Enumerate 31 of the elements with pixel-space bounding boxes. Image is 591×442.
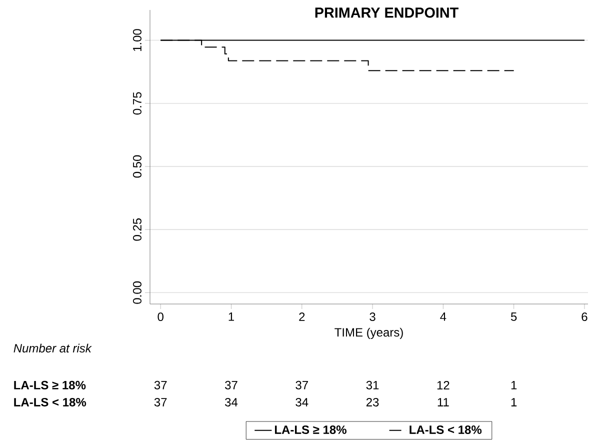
text: 37 [154,398,167,406]
text: 37 [296,380,308,390]
y-tick-label: 0.75 [132,92,142,115]
text: 37 [154,380,167,390]
chart-title: PRIMARY ENDPOINT [315,8,458,18]
x-tick-label: 0 [158,312,164,322]
text: 23 [366,398,379,406]
x-axis-title: TIME (years) [334,328,403,339]
text: 12 [437,380,450,390]
x-tick-label: 1 [228,312,234,321]
text: 11 [438,398,449,406]
legend-label: LA-LS ≥ 18% [274,425,346,434]
text: 31 [366,380,379,390]
text: 34 [225,398,238,406]
x-tick-label: 3 [370,312,376,322]
x-tick-label: 4 [440,312,446,321]
x-tick-label: 6 [582,312,588,322]
y-tick-label: 1.00 [132,29,142,52]
legend-label: LA-LS < 18% [410,425,482,434]
y-tick-label: 0.00 [132,281,142,304]
y-tick-label: 0.25 [132,218,142,241]
y-tick-label: 0.50 [132,155,142,178]
text: 37 [225,380,238,390]
text: LA-LS ≥ 18% [14,380,86,390]
text: 1 [511,398,517,406]
x-tick-label: 5 [510,312,517,321]
text: 34 [296,398,308,406]
x-tick-label: 2 [299,312,305,321]
text: LA-LS < 18% [14,398,86,406]
text: Number at risk [14,344,92,352]
text: 1 [511,381,517,390]
